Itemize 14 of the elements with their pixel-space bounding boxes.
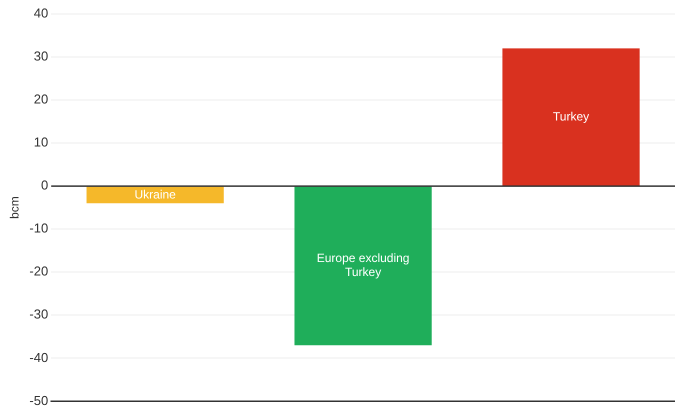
y-tick-label: 10 xyxy=(34,134,48,150)
y-tick-label: -40 xyxy=(29,350,48,365)
y-tick-label: -10 xyxy=(29,220,48,236)
y-tick-label: -20 xyxy=(29,264,48,279)
x-tick-label: Europe excluding Turkey xyxy=(316,251,410,280)
x-tick-label: Turkey xyxy=(552,109,590,124)
y-tick-label: 20 xyxy=(34,92,48,107)
y-tick-label: -50 xyxy=(29,392,48,408)
y-tick-label: 0 xyxy=(40,178,48,193)
y-axis-title: bcm xyxy=(8,196,22,219)
y-tick-label: -30 xyxy=(29,306,48,322)
x-tick-label: Ukraine xyxy=(134,187,176,202)
y-tick-label: 30 xyxy=(34,48,48,64)
y-tick-label: 40 xyxy=(34,6,48,21)
